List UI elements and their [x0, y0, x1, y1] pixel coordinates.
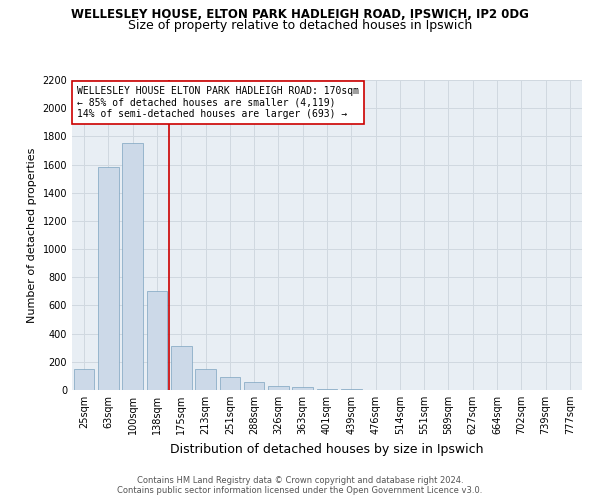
- Bar: [292, 387, 313, 390]
- Bar: [146, 292, 167, 390]
- Text: Contains HM Land Registry data © Crown copyright and database right 2024.
Contai: Contains HM Land Registry data © Crown c…: [118, 476, 482, 495]
- Bar: [98, 168, 119, 390]
- Text: Size of property relative to detached houses in Ipswich: Size of property relative to detached ho…: [128, 19, 472, 32]
- Bar: [268, 386, 289, 390]
- Y-axis label: Number of detached properties: Number of detached properties: [27, 148, 37, 322]
- X-axis label: Distribution of detached houses by size in Ipswich: Distribution of detached houses by size …: [170, 442, 484, 456]
- Bar: [171, 346, 191, 390]
- Bar: [122, 144, 143, 390]
- Bar: [317, 388, 337, 390]
- Text: WELLESLEY HOUSE, ELTON PARK HADLEIGH ROAD, IPSWICH, IP2 0DG: WELLESLEY HOUSE, ELTON PARK HADLEIGH ROA…: [71, 8, 529, 20]
- Text: WELLESLEY HOUSE ELTON PARK HADLEIGH ROAD: 170sqm
← 85% of detached houses are sm: WELLESLEY HOUSE ELTON PARK HADLEIGH ROAD…: [77, 86, 359, 120]
- Bar: [74, 369, 94, 390]
- Bar: [220, 378, 240, 390]
- Bar: [195, 369, 216, 390]
- Bar: [244, 382, 265, 390]
